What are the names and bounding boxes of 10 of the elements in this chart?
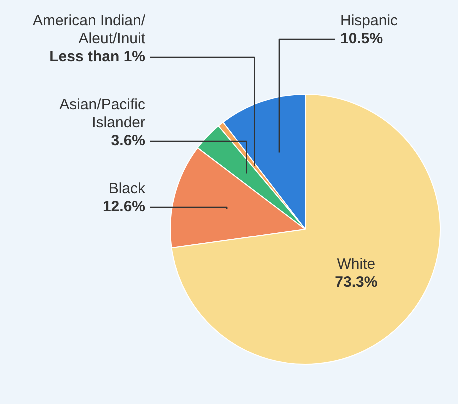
slice-label: Hispanic: [340, 12, 399, 30]
data-label: Less than 1%: [50, 48, 146, 66]
slice-label: Asian/Pacific Islander: [60, 96, 146, 132]
data-label: 12.6%: [102, 198, 146, 216]
slice-label: American Indian/ Aleut/Inuit: [32, 12, 146, 48]
slice-label: White: [337, 256, 376, 273]
data-label: 3.6%: [111, 132, 146, 150]
data-label: 10.5%: [340, 30, 384, 48]
slice-label: Black: [108, 180, 146, 198]
data-label: 73.3%: [335, 274, 378, 291]
